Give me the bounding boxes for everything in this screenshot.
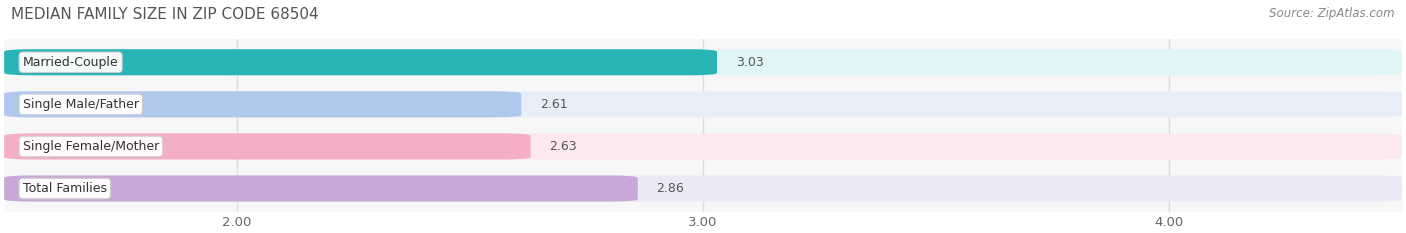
Text: Single Female/Mother: Single Female/Mother: [22, 140, 159, 153]
Text: 2.61: 2.61: [540, 98, 568, 111]
FancyBboxPatch shape: [4, 91, 522, 117]
FancyBboxPatch shape: [4, 49, 1402, 75]
Text: Single Male/Father: Single Male/Father: [22, 98, 139, 111]
FancyBboxPatch shape: [4, 175, 1402, 202]
Text: Source: ZipAtlas.com: Source: ZipAtlas.com: [1270, 7, 1395, 20]
FancyBboxPatch shape: [4, 91, 1402, 117]
Text: Total Families: Total Families: [22, 182, 107, 195]
Text: Married-Couple: Married-Couple: [22, 56, 118, 69]
FancyBboxPatch shape: [4, 133, 530, 159]
FancyBboxPatch shape: [4, 133, 1402, 159]
FancyBboxPatch shape: [4, 49, 717, 75]
Text: 3.03: 3.03: [735, 56, 763, 69]
Text: MEDIAN FAMILY SIZE IN ZIP CODE 68504: MEDIAN FAMILY SIZE IN ZIP CODE 68504: [11, 7, 319, 22]
Text: 2.63: 2.63: [550, 140, 576, 153]
Text: 2.86: 2.86: [657, 182, 685, 195]
FancyBboxPatch shape: [4, 175, 638, 202]
